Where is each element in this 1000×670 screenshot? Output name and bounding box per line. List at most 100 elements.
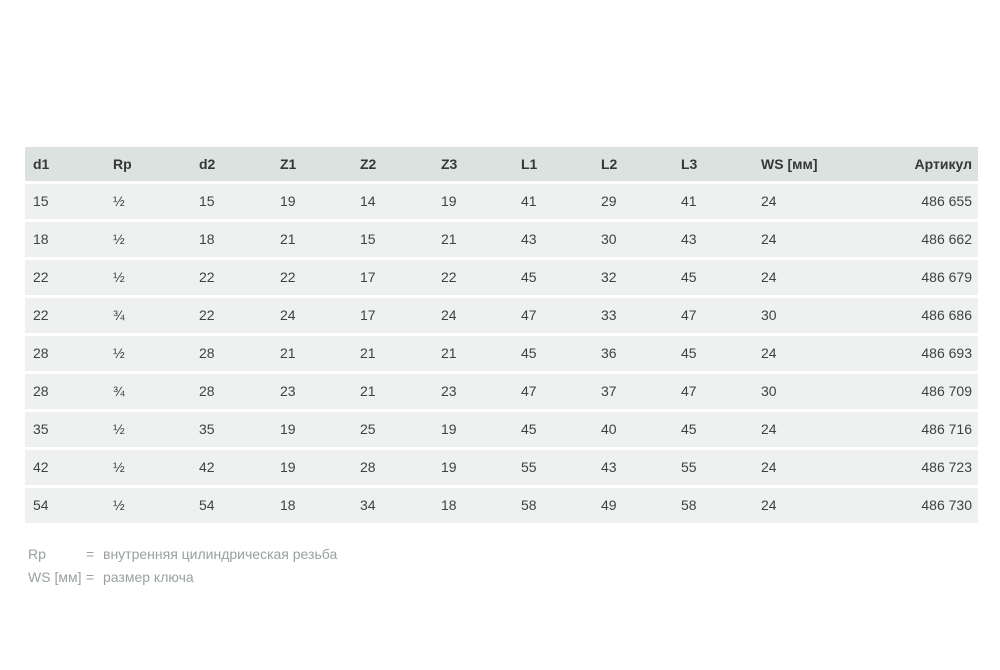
cell-d2: 42 xyxy=(191,448,272,488)
cell-rp: ½ xyxy=(105,258,191,298)
cell-ws: 24 xyxy=(753,486,858,526)
cell-z3: 22 xyxy=(433,258,513,298)
table-header: d1 Rp d2 Z1 Z2 Z3 L1 L2 L3 WS [мм] Артик… xyxy=(25,147,978,184)
cell-article-number: 486 679 xyxy=(858,258,978,298)
cell-rp: ½ xyxy=(105,448,191,488)
footnote-rp: Rp = внутренняя цилиндрическая резьба xyxy=(28,543,337,566)
table-row: 22 ½ 22 22 17 22 45 32 45 24 486 679 xyxy=(25,258,978,298)
cell-d2: 35 xyxy=(191,410,272,450)
col-header-z2: Z2 xyxy=(352,147,433,184)
cell-l1: 47 xyxy=(513,296,593,336)
table-row: 18 ½ 18 21 15 21 43 30 43 24 486 662 xyxy=(25,220,978,260)
cell-article-number: 486 709 xyxy=(858,372,978,412)
table-row: 28 ½ 28 21 21 21 45 36 45 24 486 693 xyxy=(25,334,978,374)
cell-l2: 37 xyxy=(593,372,673,412)
col-header-z3: Z3 xyxy=(433,147,513,184)
cell-l1: 41 xyxy=(513,182,593,222)
cell-z3: 19 xyxy=(433,448,513,488)
cell-z1: 21 xyxy=(272,334,352,374)
cell-d1: 22 xyxy=(25,258,105,298)
col-header-l2: L2 xyxy=(593,147,673,184)
footnote-ws: WS [мм] = размер ключа xyxy=(28,566,337,589)
cell-l2: 33 xyxy=(593,296,673,336)
cell-l2: 36 xyxy=(593,334,673,374)
table-body: 15 ½ 15 19 14 19 41 29 41 24 486 655 xyxy=(25,182,978,526)
cell-l2: 30 xyxy=(593,220,673,260)
cell-z1: 19 xyxy=(272,410,352,450)
cell-z1: 19 xyxy=(272,182,352,222)
col-header-rp: Rp xyxy=(105,147,191,184)
cell-l2: 49 xyxy=(593,486,673,526)
cell-l1: 47 xyxy=(513,372,593,412)
cell-l1: 45 xyxy=(513,258,593,298)
table-row: 15 ½ 15 19 14 19 41 29 41 24 486 655 xyxy=(25,182,978,222)
cell-d1: 42 xyxy=(25,448,105,488)
cell-z1: 18 xyxy=(272,486,352,526)
cell-z3: 24 xyxy=(433,296,513,336)
cell-l3: 45 xyxy=(673,334,753,374)
cell-rp: ½ xyxy=(105,486,191,526)
cell-l1: 45 xyxy=(513,410,593,450)
cell-article-number: 486 655 xyxy=(858,182,978,222)
cell-z1: 22 xyxy=(272,258,352,298)
cell-z2: 21 xyxy=(352,372,433,412)
table-row: 42 ½ 42 19 28 19 55 43 55 24 486 723 xyxy=(25,448,978,488)
cell-d1: 22 xyxy=(25,296,105,336)
cell-rp: ½ xyxy=(105,334,191,374)
footnote-definition: внутренняя цилиндрическая резьба xyxy=(103,546,338,562)
col-header-l3: L3 xyxy=(673,147,753,184)
cell-article-number: 486 730 xyxy=(858,486,978,526)
col-header-l1: L1 xyxy=(513,147,593,184)
cell-article-number: 486 693 xyxy=(858,334,978,374)
cell-z3: 19 xyxy=(433,182,513,222)
cell-ws: 24 xyxy=(753,334,858,374)
cell-d2: 22 xyxy=(191,296,272,336)
cell-l1: 55 xyxy=(513,448,593,488)
col-header-d1: d1 xyxy=(25,147,105,184)
cell-d2: 15 xyxy=(191,182,272,222)
cell-z1: 21 xyxy=(272,220,352,260)
cell-ws: 24 xyxy=(753,448,858,488)
table-row: 22 ¾ 22 24 17 24 47 33 47 30 486 686 xyxy=(25,296,978,336)
cell-z2: 28 xyxy=(352,448,433,488)
table-header-row: d1 Rp d2 Z1 Z2 Z3 L1 L2 L3 WS [мм] Артик… xyxy=(25,147,978,184)
cell-l3: 47 xyxy=(673,296,753,336)
cell-l2: 43 xyxy=(593,448,673,488)
footnote-definition: размер ключа xyxy=(103,569,194,585)
cell-rp: ½ xyxy=(105,410,191,450)
cell-l3: 45 xyxy=(673,258,753,298)
cell-z1: 23 xyxy=(272,372,352,412)
cell-l2: 29 xyxy=(593,182,673,222)
cell-d1: 28 xyxy=(25,334,105,374)
cell-z3: 18 xyxy=(433,486,513,526)
footnotes: Rp = внутренняя цилиндрическая резьба WS… xyxy=(28,543,337,589)
cell-l1: 45 xyxy=(513,334,593,374)
cell-article-number: 486 686 xyxy=(858,296,978,336)
footnote-equals: = xyxy=(86,546,95,562)
cell-rp: ½ xyxy=(105,220,191,260)
cell-z2: 17 xyxy=(352,258,433,298)
cell-d2: 54 xyxy=(191,486,272,526)
cell-rp: ¾ xyxy=(105,372,191,412)
col-header-z1: Z1 xyxy=(272,147,352,184)
spec-table-container: d1 Rp d2 Z1 Z2 Z3 L1 L2 L3 WS [мм] Артик… xyxy=(25,147,978,526)
table-row: 35 ½ 35 19 25 19 45 40 45 24 486 716 xyxy=(25,410,978,450)
cell-d1: 18 xyxy=(25,220,105,260)
cell-z1: 24 xyxy=(272,296,352,336)
col-header-d2: d2 xyxy=(191,147,272,184)
cell-d2: 28 xyxy=(191,372,272,412)
cell-l3: 41 xyxy=(673,182,753,222)
col-header-ws: WS [мм] xyxy=(753,147,858,184)
cell-l3: 45 xyxy=(673,410,753,450)
footnote-equals: = xyxy=(86,569,95,585)
cell-rp: ¾ xyxy=(105,296,191,336)
cell-z2: 25 xyxy=(352,410,433,450)
cell-l3: 47 xyxy=(673,372,753,412)
cell-z3: 21 xyxy=(433,334,513,374)
cell-z2: 21 xyxy=(352,334,433,374)
spec-table: d1 Rp d2 Z1 Z2 Z3 L1 L2 L3 WS [мм] Артик… xyxy=(25,147,978,526)
cell-ws: 24 xyxy=(753,220,858,260)
cell-article-number: 486 723 xyxy=(858,448,978,488)
footnote-term: Rp xyxy=(28,546,46,562)
